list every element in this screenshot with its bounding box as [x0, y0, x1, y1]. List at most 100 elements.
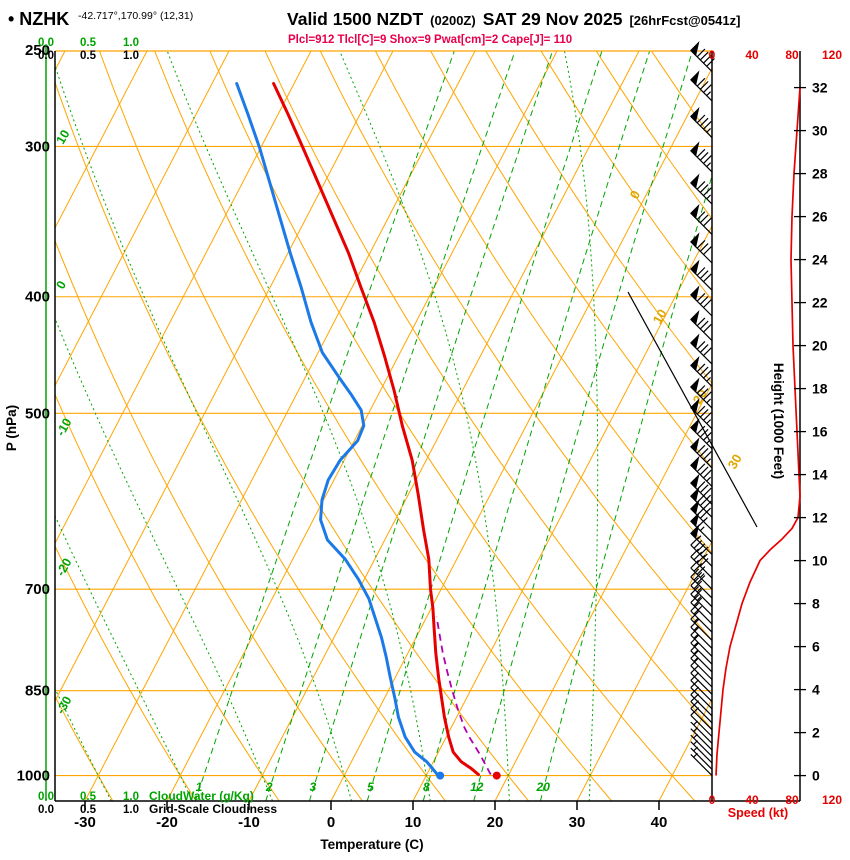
wind-barb: [690, 232, 713, 264]
barb-staff: [690, 532, 713, 555]
speed-tick-label: 40: [745, 793, 759, 807]
wind-speed-curve: [715, 87, 801, 776]
isotherm-line: [412, 224, 712, 801]
speed-tick-label: 40: [745, 48, 759, 62]
temperature-tick-label: -10: [238, 814, 260, 831]
dry-adiabat-line: [485, 51, 712, 385]
height-tick-label: 32: [812, 80, 828, 96]
wind-barb: [690, 568, 713, 599]
barb-pennant: [690, 455, 700, 472]
wind-barb: [690, 559, 713, 590]
height-tick-label: 10: [812, 553, 828, 569]
barb-staff: [690, 77, 713, 102]
isotherm-label: 0: [627, 188, 644, 202]
barb-staff: [690, 657, 713, 688]
moist-adiabat-line: [564, 51, 599, 801]
wind-barb: [690, 548, 713, 579]
wind-barb: [690, 577, 713, 608]
temperature-tick-label: 20: [487, 814, 504, 831]
cloudiness-tick-label: 0.5: [80, 804, 97, 816]
dry-adiabat-line: [154, 51, 613, 801]
barb-staff: [690, 292, 713, 317]
barb-pennant: [690, 310, 700, 326]
wind-barb: [690, 437, 713, 469]
pressure-axis-title: P (hPa): [4, 405, 19, 451]
mixing-ratio-label: 5: [367, 780, 374, 794]
temperature-tick-label: 0: [327, 814, 335, 831]
wind-barb: [690, 618, 713, 649]
isotherm-line: [55, 51, 148, 230]
isotherm-line: [494, 382, 712, 801]
height-tick-label: 28: [812, 166, 828, 182]
speed-tick-label: 120: [822, 793, 842, 807]
wind-barb: [690, 650, 713, 680]
mixing-ratio-label: 20: [536, 780, 551, 794]
pressure-tick-label: 1000: [17, 768, 50, 785]
height-axis-title: Height (1000 Feet): [771, 363, 786, 479]
dry-adiabat-line: [540, 51, 712, 302]
barb-staff: [690, 693, 713, 724]
cloudiness-tick-label: 1.0: [123, 804, 139, 816]
barb-pennant: [690, 141, 700, 157]
pressure-tick-label: 250: [25, 42, 50, 59]
dewpoint-curve: [235, 82, 439, 776]
cloudiness-tick-label: 0.0: [38, 50, 54, 62]
barb-staff: [690, 148, 713, 173]
wind-barb: [690, 455, 713, 487]
height-tick-label: 18: [812, 381, 828, 397]
wind-barb: [690, 356, 713, 387]
moist-adiabat-line: [166, 51, 431, 801]
cloudiness-axis-title: Grid-Scale Cloudiness: [149, 802, 277, 816]
isotherm-line: [55, 51, 230, 387]
moist-adiabat-line: [55, 514, 193, 801]
mixing-ratio-line: [265, 51, 516, 801]
pressure-tick-label: 850: [25, 683, 50, 700]
speed-tick-label: 80: [785, 793, 799, 807]
cloudwater-tick-label: 0.0: [38, 791, 54, 803]
wind-barb: [690, 141, 713, 173]
height-tick-label: 6: [812, 639, 820, 655]
valid-time-title: Valid 1500 NZDT (0200Z) SAT 29 Nov 2025 [26…: [287, 9, 740, 29]
wind-barb: [690, 473, 713, 505]
isotherm-label: 30: [725, 451, 745, 471]
cloudwater-tick-label: 0.5: [80, 791, 97, 803]
height-tick-label: 16: [812, 424, 828, 440]
wind-barb: [690, 536, 713, 567]
temperature-tick-label: 10: [405, 814, 422, 831]
mixing-ratio-line: [308, 51, 553, 801]
speed-tick-label: 120: [822, 48, 842, 62]
wind-barb: [690, 398, 713, 430]
isotherm-line: [248, 51, 640, 801]
moist-adiabat-line: [55, 687, 112, 801]
parcel-curve: [435, 616, 492, 775]
dry-adiabat-line: [55, 239, 363, 801]
stability-indices: Plcl=912 Tlcl[C]=9 Shox=9 Pwat[cm]=2 Cap…: [288, 34, 572, 46]
dry-adiabat-line: [55, 544, 197, 801]
dry-adiabat-line: [375, 51, 712, 554]
chart-overlay: 1 2 3 5 8 12 20100-10-20-300102030250300400500…: [4, 37, 842, 852]
barb-staff: [690, 548, 713, 579]
wind-barb: [690, 310, 713, 342]
barb-staff: [690, 444, 713, 469]
dry-adiabat-line: [209, 51, 696, 801]
mixing-ratio-line: [539, 174, 712, 801]
barb-pennant: [690, 173, 700, 189]
mixing-ratio-label: 3: [309, 780, 316, 794]
cloudwater-tick-label: 0.0: [38, 37, 54, 49]
height-tick-label: 12: [812, 510, 828, 526]
wind-barb: [690, 585, 713, 616]
wind-barb: [690, 634, 713, 665]
barb-pennant: [690, 333, 700, 349]
mixing-ratio-label: 2: [265, 780, 273, 794]
barb-staff: [690, 363, 713, 387]
fcst-info: [26hrFcst@0541z]: [629, 13, 740, 28]
isotherm-line: [166, 51, 558, 801]
wind-barb: [690, 173, 713, 205]
barb-staff: [690, 568, 713, 599]
sounding-profiles: [235, 82, 492, 776]
barb-staff: [690, 481, 713, 505]
wind-barb: [690, 333, 713, 365]
barb-pennant: [690, 259, 700, 275]
dry-adiabat-line: [430, 51, 712, 469]
